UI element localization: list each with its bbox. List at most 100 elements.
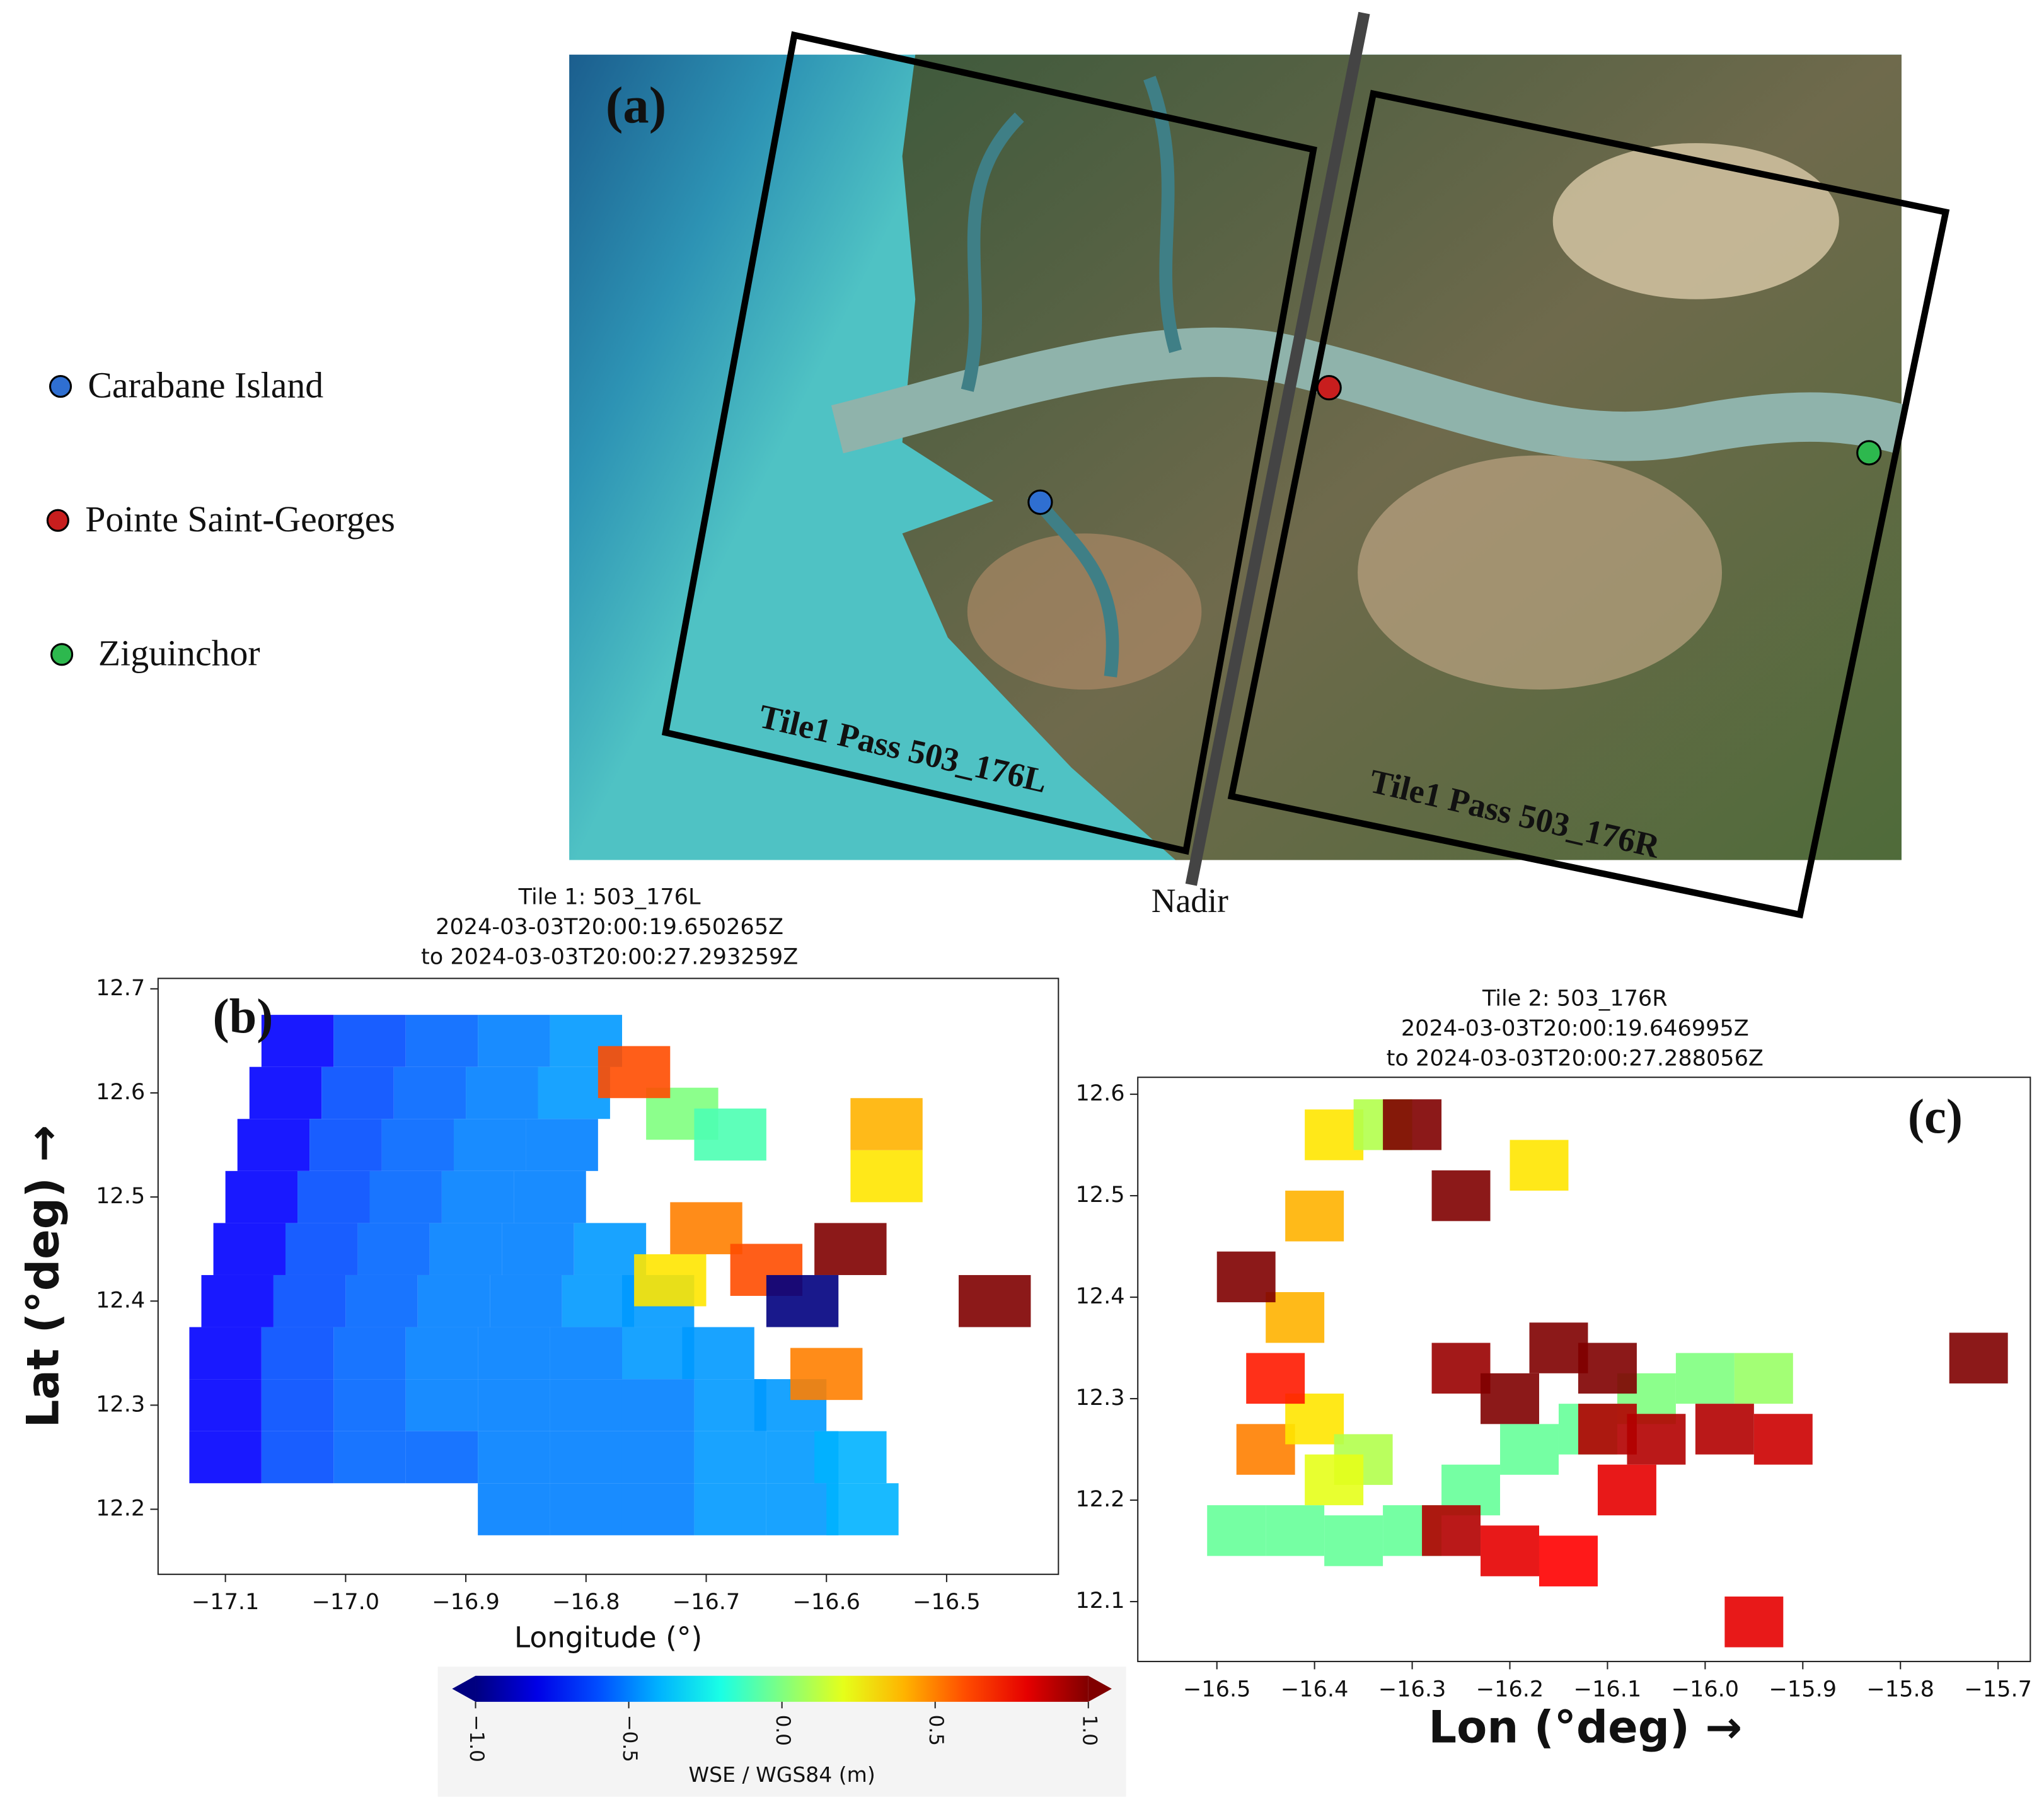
data-point xyxy=(1578,1343,1637,1394)
x-tick-label: −16.7 xyxy=(673,1589,741,1615)
y-tick-label: 12.5 xyxy=(1075,1182,1124,1208)
y-axis-label: Lat (°deg) → xyxy=(17,1125,69,1428)
x-tick-label: −16.6 xyxy=(792,1589,860,1615)
chart-title: to 2024-03-03T20:00:27.293259Z xyxy=(421,944,798,969)
chart-title: 2024-03-03T20:00:19.646995Z xyxy=(1401,1015,1749,1041)
x-tick-label: −16.5 xyxy=(913,1589,981,1615)
legend-marker xyxy=(50,643,74,666)
data-point xyxy=(478,1379,550,1431)
x-axis-label: Longitude (°) xyxy=(514,1620,702,1654)
estuary xyxy=(831,327,1908,461)
data-point xyxy=(333,1327,406,1380)
data-point xyxy=(1510,1140,1569,1191)
data-point xyxy=(261,1327,334,1380)
data-point xyxy=(1949,1332,2008,1383)
data-point xyxy=(550,1379,622,1431)
data-point xyxy=(189,1379,262,1431)
y-tick-label: 12.6 xyxy=(96,1079,145,1105)
panel-label: (c) xyxy=(1908,1089,1963,1143)
x-axis-label: Lon (°deg) → xyxy=(1428,1701,1742,1753)
x-tick-label: −16.2 xyxy=(1476,1676,1544,1702)
legend-label: Pointe Saint-Georges xyxy=(85,499,395,540)
data-point xyxy=(1481,1373,1539,1424)
x-tick-label: −15.7 xyxy=(1964,1676,2032,1702)
colorbar xyxy=(475,1675,1088,1702)
data-point xyxy=(621,1431,695,1484)
data-point xyxy=(333,1015,406,1067)
y-tick-label: 12.1 xyxy=(1075,1588,1124,1614)
data-point xyxy=(574,1223,647,1275)
x-tick-label: −16.1 xyxy=(1574,1676,1642,1702)
data-point xyxy=(1539,1535,1598,1586)
chart-title: Tile 2: 503_176R xyxy=(1482,985,1668,1011)
data-point xyxy=(478,1483,550,1535)
x-tick-label: −16.4 xyxy=(1281,1676,1349,1702)
data-point xyxy=(466,1066,538,1119)
data-point xyxy=(598,1046,671,1099)
y-tick-label: 12.3 xyxy=(96,1391,145,1417)
chart-title: Tile 1: 503_176L xyxy=(518,884,701,910)
data-point xyxy=(1216,1251,1276,1303)
data-point xyxy=(225,1170,298,1223)
data-point xyxy=(201,1274,274,1327)
data-point xyxy=(850,1150,923,1203)
nadir-line xyxy=(1185,11,1370,886)
data-point xyxy=(682,1327,754,1380)
sand-patch xyxy=(967,533,1202,690)
data-point xyxy=(417,1274,490,1327)
data-point xyxy=(237,1119,310,1171)
data-point xyxy=(1207,1505,1266,1556)
data-point xyxy=(478,1431,550,1484)
data-point xyxy=(1422,1505,1481,1556)
y-tick-label: 12.3 xyxy=(1075,1385,1124,1411)
data-point xyxy=(369,1170,442,1223)
data-point xyxy=(261,1431,334,1484)
data-point xyxy=(1675,1353,1735,1404)
data-point xyxy=(790,1348,863,1401)
data-point xyxy=(1627,1414,1686,1465)
data-point xyxy=(826,1483,899,1535)
data-point xyxy=(1724,1597,1784,1648)
x-tick-label: −16.8 xyxy=(552,1589,620,1615)
points xyxy=(189,1015,1031,1535)
data-point xyxy=(309,1119,382,1171)
plot-frame xyxy=(157,978,1060,1575)
data-point xyxy=(1324,1515,1383,1566)
data-point xyxy=(321,1066,394,1119)
data-point xyxy=(514,1170,586,1223)
legend-label: Carabane Island xyxy=(88,365,323,405)
data-point xyxy=(273,1274,346,1327)
data-point xyxy=(405,1379,478,1431)
data-point xyxy=(694,1108,766,1161)
data-point xyxy=(381,1119,454,1171)
data-point xyxy=(1246,1353,1305,1404)
data-point xyxy=(1481,1525,1539,1576)
chart-title: 2024-03-03T20:00:19.650265Z xyxy=(436,914,783,940)
data-point xyxy=(814,1431,887,1484)
sand-patch xyxy=(1358,455,1723,690)
data-point xyxy=(213,1223,286,1275)
data-point xyxy=(333,1431,406,1484)
y-tick-label: 12.4 xyxy=(1075,1283,1124,1309)
data-point xyxy=(1285,1191,1344,1242)
data-point xyxy=(405,1015,478,1067)
panel-label: (b) xyxy=(213,988,274,1043)
panel-label: (a) xyxy=(606,76,666,134)
data-point xyxy=(453,1119,526,1171)
legend-marker xyxy=(46,509,69,532)
x-tick-label: −16.9 xyxy=(432,1589,500,1615)
data-point xyxy=(850,1098,923,1150)
data-point xyxy=(429,1223,502,1275)
y-tick-label: 12.2 xyxy=(96,1496,145,1522)
colorbar-label: WSE / WGS84 (m) xyxy=(689,1762,875,1787)
colorbar-tick-label: −1.0 xyxy=(465,1715,488,1762)
colorbar-tick-label: 0.5 xyxy=(925,1715,947,1746)
location-marker xyxy=(1027,489,1053,515)
location-marker xyxy=(1316,375,1342,401)
y-tick-label: 12.4 xyxy=(96,1287,145,1313)
data-point xyxy=(694,1379,766,1431)
data-point xyxy=(261,1015,334,1067)
tile-outline xyxy=(1227,90,1950,919)
chart-title: to 2024-03-03T20:00:27.288056Z xyxy=(1387,1045,1764,1071)
